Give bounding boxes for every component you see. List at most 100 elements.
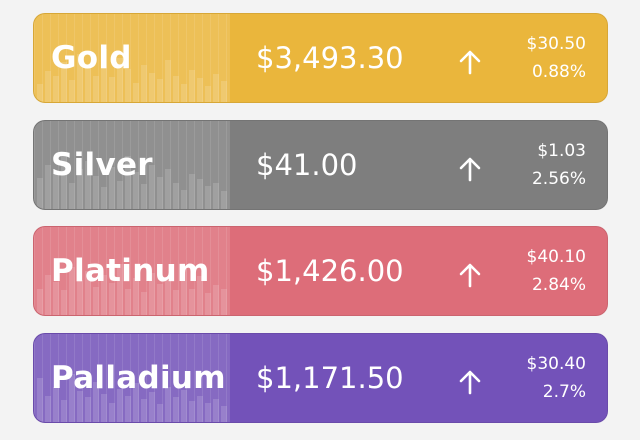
sparkline-bar [141,184,147,209]
sparkline-bar [133,172,139,209]
sparkline-bar [173,397,179,422]
sparkline-bar [157,177,163,209]
metal-price: $1,171.50 [256,361,404,395]
sparkline-bar [117,58,123,102]
sparkline-bar [101,49,107,102]
sparkline-bar [157,79,163,102]
sparkline-bar [221,288,227,315]
metal-row-palladium[interactable]: Palladium $1,171.50 $30.40 2.7% [33,333,608,423]
sparkline-bar [125,68,131,102]
sparkline-bar [109,402,115,422]
change-amount: $40.10 [526,247,586,267]
sparkline-bar [205,293,211,315]
sparkline-bar [197,78,203,102]
sparkline-bar-group [34,227,230,315]
sparkline-bar [221,406,227,422]
sparkline-bar-group [34,121,230,209]
sparkline-bar [45,395,51,422]
sparkline-bar [197,395,203,422]
sparkline-bar [181,269,187,315]
sparkline-bar [101,393,107,422]
sparkline-bar [173,182,179,209]
sparkline-bars [34,227,230,315]
sparkline-bar [141,399,147,422]
metal-name: Palladium [51,360,226,396]
sparkline-bar [53,173,59,209]
change-amount: $30.50 [526,34,586,54]
sparkline-bar [117,180,123,209]
sparkline-bar [165,279,171,315]
sparkline-bar [85,397,91,422]
sparkline-bar [181,390,187,422]
sparkline-bar [181,84,187,102]
sparkline-bar [149,392,155,422]
price-change: $30.50 0.88% [527,14,586,102]
sparkline-bar [165,59,171,102]
sparkline-bar [221,191,227,209]
change-amount: $1.03 [537,141,586,161]
sparkline-bars [34,334,230,422]
metal-name: Gold [51,40,132,76]
sparkline-bar [85,160,91,209]
metal-row-silver[interactable]: Silver $41.00 $1.03 2.56% [33,120,608,210]
sparkline-bar [77,53,83,102]
sparkline-bar [37,378,43,422]
sparkline-bar [109,283,115,315]
sparkline-bar [205,402,211,422]
sparkline-bar [101,274,107,315]
sparkline-bar [173,290,179,315]
sparkline-bar [53,386,59,422]
price-change: $30.40 2.7% [527,334,586,422]
metal-name: Silver [51,147,153,183]
sparkline-bar [37,288,43,315]
sparkline-bar [165,169,171,209]
arrow-up-icon [459,370,481,395]
sparkline-bar [213,73,219,102]
metal-name: Platinum [51,253,210,289]
metal-row-platinum[interactable]: Platinum $1,426.00 $40.10 2.84% [33,226,608,316]
sparkline-bar [45,275,51,315]
sparkline-bar [157,284,163,315]
metal-price: $3,493.30 [256,41,404,75]
sparkline-bar [69,266,75,315]
sparkline-bar [69,80,75,102]
sparkline-bar [77,391,83,422]
sparkline-bar-group [34,14,230,102]
metal-row-gold[interactable]: Gold $3,493.30 $30.50 0.88% [33,13,608,103]
sparkline-bar [149,165,155,209]
sparkline-bar [61,156,67,209]
sparkline-bar-group [34,334,230,422]
metal-price: $1,426.00 [256,254,404,288]
sparkline-bar [213,182,219,209]
sparkline-bar [85,66,91,102]
sparkline-bar [61,62,67,102]
sparkline-grid [34,121,230,209]
sparkline-bar [125,395,131,422]
sparkline-bar [109,166,115,209]
sparkline-bar [61,400,67,422]
sparkline-bar [189,400,195,422]
sparkline-bar [45,165,51,209]
sparkline-bar [125,288,131,315]
sparkline-bar [93,382,99,422]
sparkline-bar [109,77,115,102]
sparkline-bar [197,179,203,209]
sparkline-grid [34,14,230,102]
sparkline-bar [93,286,99,315]
sparkline-bar [37,84,43,102]
price-change: $1.03 2.56% [532,121,586,209]
sparkline-bar [141,65,147,102]
sparkline-bar [85,271,91,315]
sparkline-bar [133,278,139,315]
sparkline-bar [125,156,131,209]
sparkline-bar [149,72,155,102]
sparkline-bar [61,290,67,315]
sparkline-bar [189,288,195,315]
sparkline-bar [117,263,123,315]
sparkline-bar [221,80,227,102]
change-percent: 0.88% [531,62,586,82]
arrow-up-icon [459,157,481,182]
sparkline-bar [53,281,59,315]
change-percent: 2.7% [542,382,586,402]
sparkline-bar [69,373,75,422]
